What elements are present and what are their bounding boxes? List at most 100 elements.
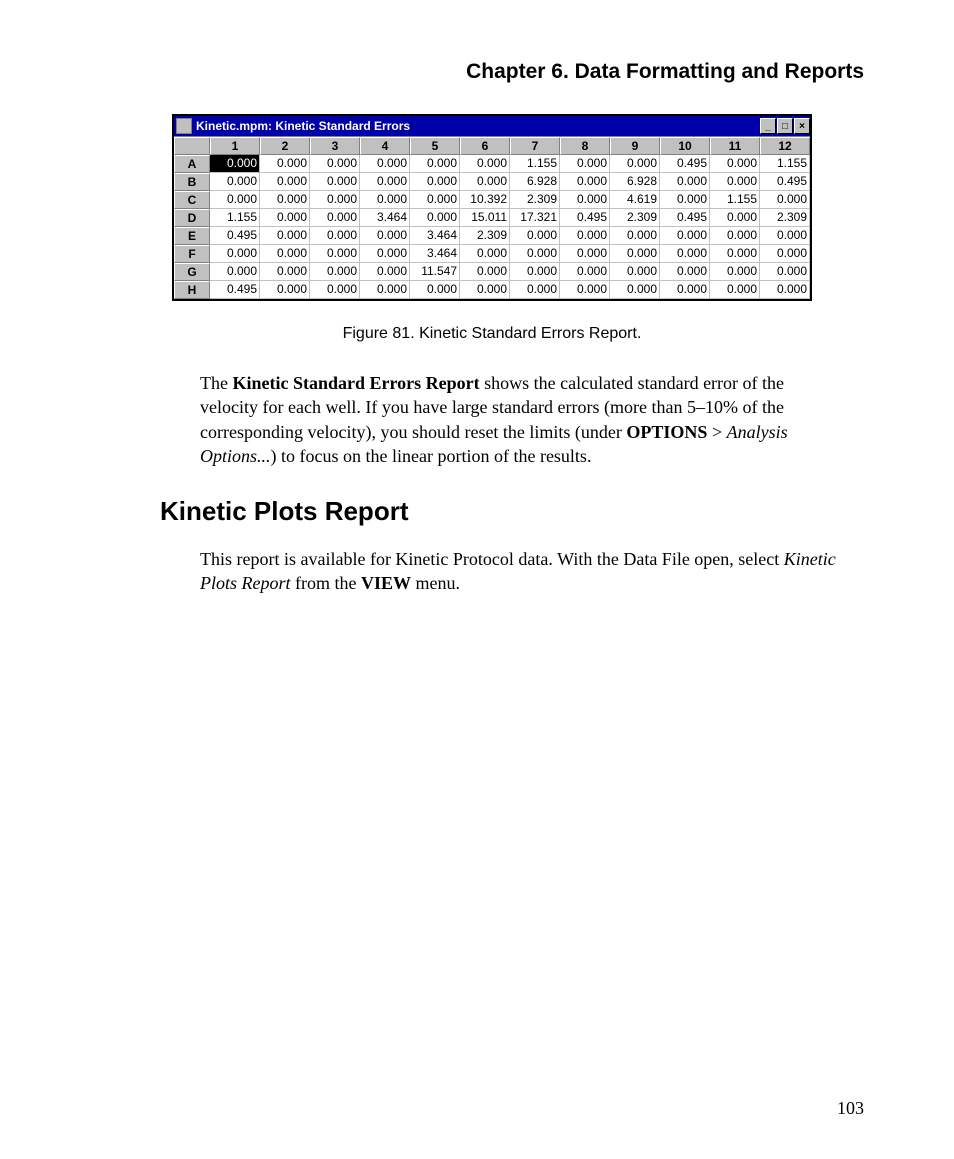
grid-cell[interactable]: 11.547 <box>410 263 460 281</box>
grid-cell[interactable]: 0.000 <box>560 245 610 263</box>
column-header[interactable]: 8 <box>560 137 610 155</box>
grid-cell[interactable]: 0.000 <box>710 245 760 263</box>
data-grid[interactable]: 123456789101112A0.0000.0000.0000.0000.00… <box>174 136 810 299</box>
grid-cell[interactable]: 3.464 <box>410 227 460 245</box>
grid-cell[interactable]: 0.000 <box>360 245 410 263</box>
grid-cell[interactable]: 0.000 <box>260 209 310 227</box>
grid-cell[interactable]: 0.000 <box>360 281 410 299</box>
grid-cell[interactable]: 0.000 <box>310 245 360 263</box>
row-header[interactable]: B <box>174 173 210 191</box>
grid-cell[interactable]: 0.000 <box>710 173 760 191</box>
grid-cell[interactable]: 0.000 <box>610 263 660 281</box>
grid-cell[interactable]: 0.000 <box>210 173 260 191</box>
grid-cell[interactable]: 0.000 <box>310 281 360 299</box>
row-header[interactable]: D <box>174 209 210 227</box>
grid-cell[interactable]: 0.000 <box>310 155 360 173</box>
column-header[interactable]: 3 <box>310 137 360 155</box>
grid-cell[interactable]: 2.309 <box>610 209 660 227</box>
grid-cell[interactable]: 0.000 <box>610 281 660 299</box>
grid-cell[interactable]: 0.000 <box>210 155 260 173</box>
grid-cell[interactable]: 0.000 <box>510 281 560 299</box>
grid-cell[interactable]: 0.495 <box>210 281 260 299</box>
grid-cell[interactable]: 1.155 <box>760 155 810 173</box>
grid-cell[interactable]: 0.000 <box>410 191 460 209</box>
grid-cell[interactable]: 0.000 <box>560 173 610 191</box>
grid-cell[interactable]: 3.464 <box>410 245 460 263</box>
grid-cell[interactable]: 0.000 <box>410 209 460 227</box>
grid-cell[interactable]: 0.000 <box>760 281 810 299</box>
grid-cell[interactable]: 17.321 <box>510 209 560 227</box>
grid-cell[interactable]: 0.000 <box>210 263 260 281</box>
grid-cell[interactable]: 0.000 <box>710 209 760 227</box>
grid-cell[interactable]: 0.000 <box>260 281 310 299</box>
grid-cell[interactable]: 0.000 <box>660 245 710 263</box>
grid-cell[interactable]: 0.495 <box>660 155 710 173</box>
grid-cell[interactable]: 0.000 <box>610 155 660 173</box>
grid-cell[interactable]: 0.000 <box>360 155 410 173</box>
grid-cell[interactable]: 2.309 <box>460 227 510 245</box>
grid-cell[interactable]: 0.000 <box>410 155 460 173</box>
grid-cell[interactable]: 0.000 <box>460 155 510 173</box>
grid-cell[interactable]: 0.000 <box>260 191 310 209</box>
grid-cell[interactable]: 0.000 <box>210 191 260 209</box>
column-header[interactable]: 9 <box>610 137 660 155</box>
grid-cell[interactable]: 0.000 <box>610 227 660 245</box>
grid-cell[interactable]: 0.000 <box>410 173 460 191</box>
grid-cell[interactable]: 0.000 <box>560 281 610 299</box>
grid-cell[interactable]: 0.000 <box>360 227 410 245</box>
grid-cell[interactable]: 6.928 <box>610 173 660 191</box>
grid-cell[interactable]: 1.155 <box>210 209 260 227</box>
row-header[interactable]: G <box>174 263 210 281</box>
grid-cell[interactable]: 0.495 <box>660 209 710 227</box>
column-header[interactable]: 5 <box>410 137 460 155</box>
grid-cell[interactable]: 3.464 <box>360 209 410 227</box>
grid-cell[interactable]: 0.000 <box>360 191 410 209</box>
grid-cell[interactable]: 0.000 <box>610 245 660 263</box>
grid-cell[interactable]: 0.000 <box>710 155 760 173</box>
grid-cell[interactable]: 0.000 <box>260 173 310 191</box>
grid-cell[interactable]: 0.000 <box>560 263 610 281</box>
grid-cell[interactable]: 0.000 <box>460 281 510 299</box>
grid-cell[interactable]: 4.619 <box>610 191 660 209</box>
row-header[interactable]: H <box>174 281 210 299</box>
grid-cell[interactable]: 0.000 <box>560 155 610 173</box>
grid-cell[interactable]: 0.000 <box>410 281 460 299</box>
column-header[interactable]: 10 <box>660 137 710 155</box>
grid-cell[interactable]: 0.000 <box>660 263 710 281</box>
grid-cell[interactable]: 0.000 <box>210 245 260 263</box>
grid-cell[interactable]: 0.000 <box>560 227 610 245</box>
grid-cell[interactable]: 0.000 <box>510 263 560 281</box>
column-header[interactable]: 12 <box>760 137 810 155</box>
grid-cell[interactable]: 0.000 <box>460 245 510 263</box>
column-header[interactable]: 11 <box>710 137 760 155</box>
grid-cell[interactable]: 0.000 <box>460 173 510 191</box>
grid-cell[interactable]: 0.000 <box>660 191 710 209</box>
column-header[interactable]: 7 <box>510 137 560 155</box>
row-header[interactable]: E <box>174 227 210 245</box>
grid-cell[interactable]: 0.000 <box>760 263 810 281</box>
grid-cell[interactable]: 0.000 <box>510 245 560 263</box>
grid-cell[interactable]: 0.000 <box>460 263 510 281</box>
grid-cell[interactable]: 0.000 <box>310 227 360 245</box>
grid-cell[interactable]: 2.309 <box>760 209 810 227</box>
grid-cell[interactable]: 10.392 <box>460 191 510 209</box>
grid-cell[interactable]: 2.309 <box>510 191 560 209</box>
grid-cell[interactable]: 0.000 <box>660 173 710 191</box>
grid-cell[interactable]: 0.000 <box>360 263 410 281</box>
grid-cell[interactable]: 0.000 <box>260 263 310 281</box>
grid-cell[interactable]: 0.000 <box>560 191 610 209</box>
grid-cell[interactable]: 0.000 <box>510 227 560 245</box>
grid-cell[interactable]: 0.000 <box>360 173 410 191</box>
row-header[interactable]: F <box>174 245 210 263</box>
grid-cell[interactable]: 0.000 <box>310 209 360 227</box>
grid-cell[interactable]: 0.000 <box>260 155 310 173</box>
grid-cell[interactable]: 6.928 <box>510 173 560 191</box>
grid-cell[interactable]: 0.000 <box>310 191 360 209</box>
minimize-button[interactable]: _ <box>760 118 776 134</box>
grid-cell[interactable]: 0.495 <box>560 209 610 227</box>
grid-cell[interactable]: 15.011 <box>460 209 510 227</box>
row-header[interactable]: A <box>174 155 210 173</box>
column-header[interactable]: 2 <box>260 137 310 155</box>
row-header[interactable]: C <box>174 191 210 209</box>
grid-cell[interactable]: 0.000 <box>660 227 710 245</box>
